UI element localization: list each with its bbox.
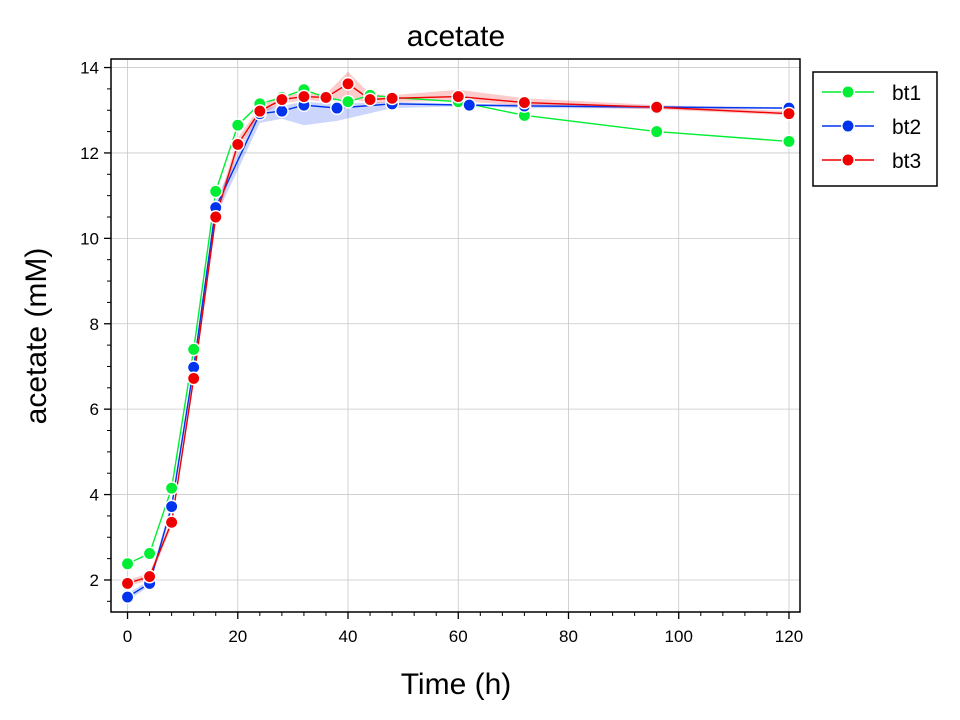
series-points [120, 76, 796, 605]
point-bt1 [782, 134, 796, 149]
x-axis-ticks: 0 20 40 60 80 100 120 [123, 612, 803, 646]
x-tick-label: 120 [775, 627, 803, 646]
chart-title: acetate [407, 20, 505, 53]
point-bt3 [341, 76, 355, 91]
legend-label-bt2: bt2 [892, 116, 921, 139]
point-bt3 [208, 210, 223, 224]
legend-box [812, 71, 938, 187]
x-tick-label: 40 [339, 627, 358, 646]
point-bt1 [649, 124, 664, 139]
y-axis-label: acetate (mM) [20, 248, 53, 425]
y-tick-label: 6 [90, 400, 99, 419]
point-bt3 [186, 371, 201, 386]
point-bt3 [363, 92, 378, 107]
legend-label-bt1: bt1 [892, 82, 921, 105]
point-bt3 [649, 100, 664, 115]
y-tick-label: 12 [80, 144, 99, 163]
y-tick-label: 10 [80, 229, 99, 248]
point-bt2 [330, 101, 344, 116]
point-bt3 [164, 515, 179, 530]
point-bt3 [120, 576, 135, 591]
legend-marker-bt2 [841, 119, 855, 133]
point-bt3 [142, 569, 157, 584]
legend-marker-bt3 [841, 153, 855, 167]
point-bt1 [186, 342, 201, 357]
legend-marker-bt1 [841, 85, 855, 99]
point-bt3 [385, 91, 400, 106]
point-bt1 [120, 556, 135, 571]
y-tick-label: 14 [80, 59, 99, 78]
x-tick-label: 80 [559, 627, 578, 646]
point-bt3 [274, 92, 289, 107]
point-bt3 [319, 90, 333, 105]
point-bt3 [782, 106, 796, 121]
legend: bt1 bt2 bt3 [812, 71, 938, 187]
y-tick-label: 8 [90, 315, 99, 334]
point-bt2 [120, 590, 135, 605]
x-tick-label: 60 [449, 627, 468, 646]
x-tick-label: 100 [665, 627, 693, 646]
point-bt3 [296, 89, 311, 104]
point-bt1 [208, 184, 223, 199]
point-bt3 [451, 89, 466, 104]
point-bt1 [164, 481, 179, 496]
grid-lines [111, 59, 800, 612]
point-bt2 [462, 98, 477, 113]
y-axis-ticks: 2 4 6 8 10 12 14 [80, 59, 111, 602]
point-bt1 [230, 118, 245, 133]
point-bt3 [230, 137, 245, 152]
point-bt2 [274, 104, 289, 119]
point-bt3 [517, 95, 532, 110]
point-bt3 [252, 104, 267, 119]
x-axis-label: Time (h) [401, 668, 512, 701]
point-bt1 [142, 546, 157, 561]
point-bt1 [341, 94, 355, 109]
y-tick-label: 4 [90, 486, 99, 505]
x-tick-label: 0 [123, 627, 132, 646]
y-tick-label: 2 [90, 571, 99, 590]
point-bt2 [164, 499, 179, 514]
plot-frame [110, 58, 801, 613]
legend-label-bt3: bt3 [892, 150, 921, 173]
x-tick-label: 20 [228, 627, 247, 646]
